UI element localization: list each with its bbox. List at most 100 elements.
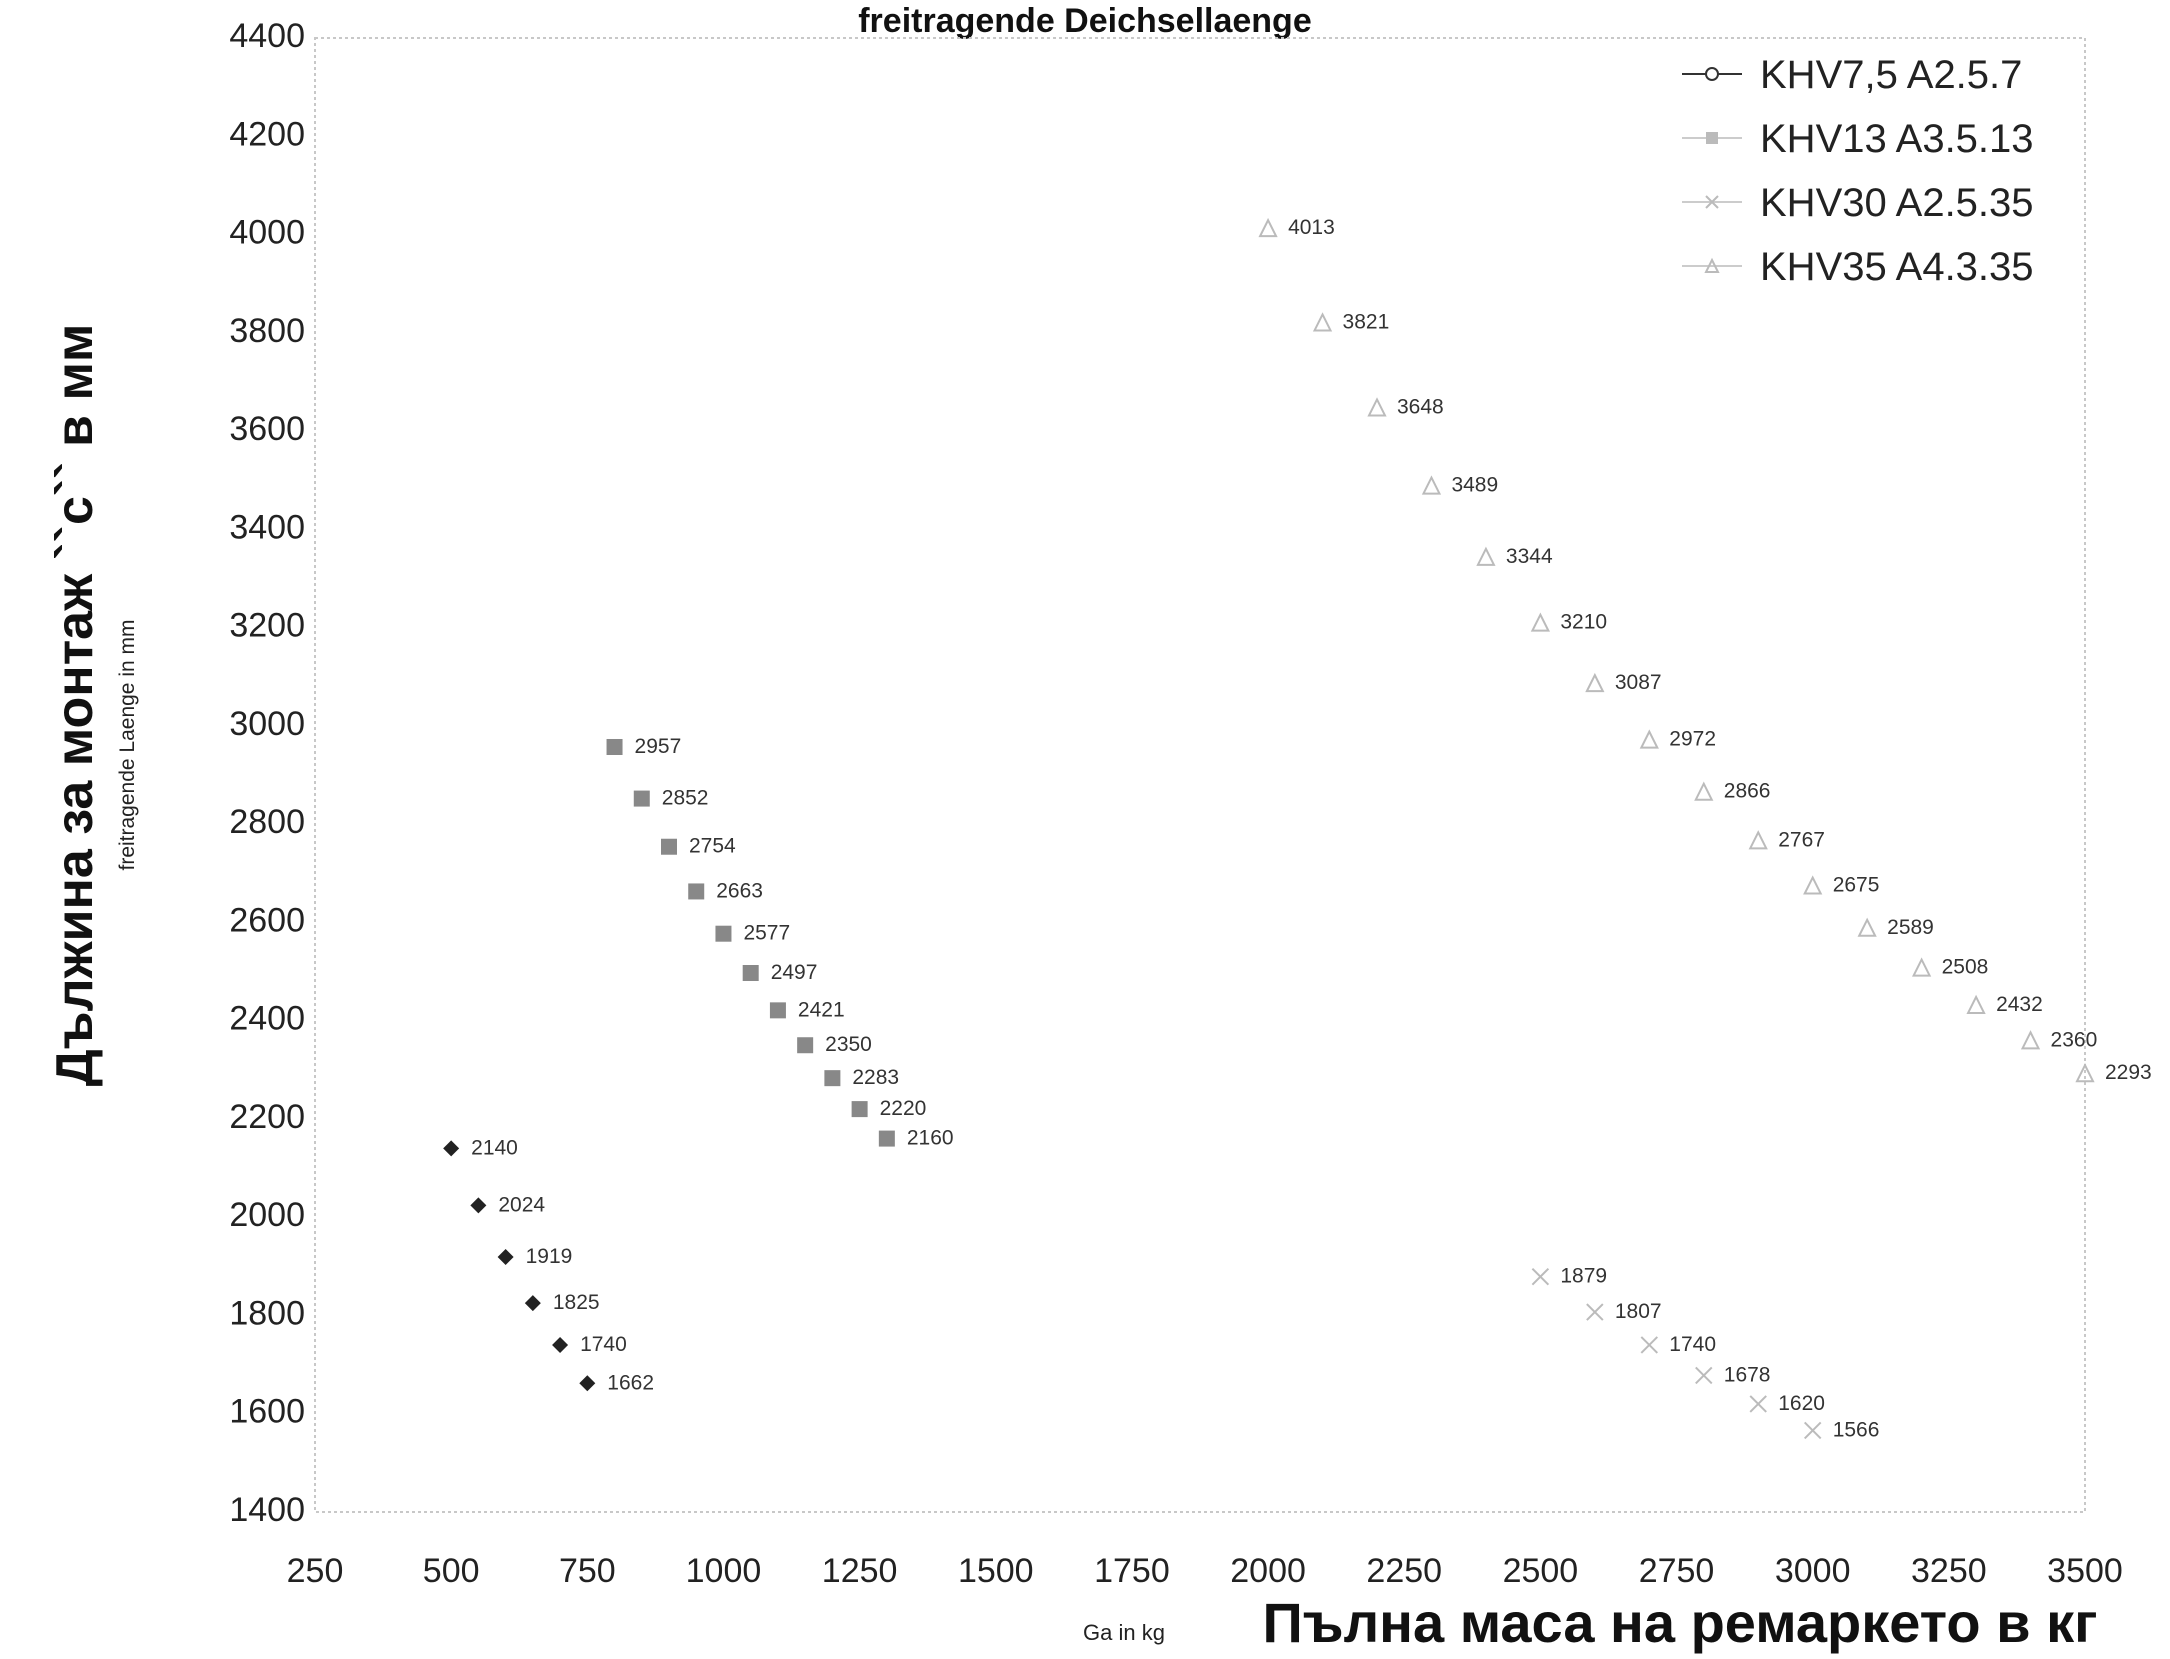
- data-label: 2767: [1778, 828, 1825, 851]
- marker-stroke: [1586, 1303, 1604, 1321]
- data-label: 2140: [471, 1136, 518, 1159]
- data-point: [688, 883, 705, 900]
- y-tick-label: 2800: [229, 803, 305, 841]
- data-label: 2024: [498, 1193, 545, 1216]
- data-label: 2577: [743, 922, 790, 945]
- data-label: 3210: [1560, 611, 1607, 634]
- data-label: 2497: [771, 961, 818, 984]
- data-point: [524, 1295, 541, 1312]
- series-1: 2957 2852 2754 2663 2577 2497 2421 2350 2283 2220…: [606, 735, 954, 1150]
- legend-entry: KHV13 A3.5.13: [1760, 117, 2034, 161]
- y-tick-label: 4400: [229, 17, 305, 55]
- data-label: 2508: [1942, 956, 1989, 979]
- y-axis-label: Дължина за монтаж ``с`` в мм: [46, 324, 104, 1087]
- data-label: 2283: [852, 1066, 899, 1089]
- marker-stroke: [1695, 1366, 1713, 1385]
- legend-marker: [1706, 132, 1718, 144]
- data-point: [1911, 957, 1932, 977]
- y-tick-label: 3600: [229, 410, 305, 448]
- data-label: 1807: [1615, 1300, 1662, 1323]
- plot-frame: [314, 37, 2086, 1513]
- x-axis-sublabel: Ga in kg: [1083, 1620, 1165, 1645]
- x-tick-label: 3500: [2047, 1552, 2123, 1590]
- data-point: [661, 838, 677, 855]
- data-label: 1740: [580, 1333, 627, 1356]
- data-point: [851, 1101, 868, 1118]
- marker-stroke: [1749, 1395, 1767, 1413]
- y-tick-label: 3800: [229, 312, 305, 350]
- x-tick-label: 250: [287, 1552, 344, 1590]
- y-tick-label: 1600: [229, 1393, 305, 1431]
- data-point: [1586, 1303, 1604, 1321]
- y-tick-label: 3000: [229, 705, 305, 743]
- data-point: [1857, 917, 1877, 937]
- data-label: 1662: [607, 1371, 654, 1394]
- x-tick-label: 2500: [1503, 1552, 1579, 1590]
- data-point: [878, 1130, 895, 1147]
- data-point: [497, 1248, 514, 1265]
- data-label: 2293: [2105, 1061, 2152, 1084]
- y-tick-label: 3200: [229, 607, 305, 645]
- data-marks: 2140 2024 1919 1825 1740 1662 2957 2852 2754 2663…: [443, 216, 2152, 1441]
- data-point: [1695, 1366, 1713, 1385]
- data-point: [1258, 217, 1278, 238]
- data-label: 2421: [798, 998, 845, 1021]
- data-label: 3344: [1506, 545, 1553, 568]
- legend-marker: [1705, 67, 1719, 81]
- legend-marker: [1705, 195, 1719, 209]
- data-point: [1749, 1395, 1767, 1413]
- data-point: [1640, 1336, 1659, 1354]
- chart-title: freitragende Deichsellaenge: [858, 2, 1312, 40]
- data-point: [552, 1336, 569, 1353]
- legend: KHV7,5 A2.5.7 KHV13 A3.5.13 KHV30 A2.5.35 K…: [1682, 53, 2034, 289]
- y-tick-label: 4000: [229, 214, 305, 252]
- data-label: 2852: [662, 787, 709, 810]
- data-label: 1620: [1778, 1392, 1825, 1415]
- x-tick-label: 500: [423, 1552, 480, 1590]
- x-tick-label: 1500: [958, 1552, 1034, 1590]
- series-2: 1879 1807 1740 1678 1620 1566: [1531, 1265, 1880, 1441]
- x-tick-label: 1000: [686, 1552, 762, 1590]
- data-label: 4013: [1288, 216, 1335, 239]
- marker-stroke: [1803, 1421, 1822, 1440]
- y-axis-sublabel: freitragende Laenge in mm: [116, 620, 139, 871]
- x-tick-label: 1750: [1094, 1552, 1170, 1590]
- data-label: 1919: [526, 1245, 573, 1268]
- data-label: 2866: [1724, 780, 1771, 803]
- x-tick-label: 750: [559, 1552, 616, 1590]
- data-point: [606, 738, 623, 755]
- data-point: [1639, 729, 1659, 749]
- data-label: 3821: [1343, 310, 1390, 333]
- axes: 1400 1600 1800 2000 2200 2400 2600 2800 3000 3200…: [229, 17, 2122, 1590]
- legend-entry: KHV35 A4.3.35: [1760, 245, 2034, 289]
- y-tick-label: 3400: [229, 508, 305, 546]
- data-label: 2663: [716, 879, 763, 902]
- data-label: 2432: [1996, 993, 2043, 1016]
- data-label: 1566: [1833, 1418, 1880, 1441]
- legend-entry: KHV30 A2.5.35: [1760, 181, 2034, 225]
- data-point: [1748, 830, 1768, 850]
- data-point: [1476, 546, 1496, 566]
- y-tick-label: 2200: [229, 1098, 305, 1136]
- data-label: 3489: [1451, 474, 1498, 497]
- data-label: 1825: [553, 1291, 600, 1314]
- y-tick-label: 2600: [229, 901, 305, 939]
- data-label: 2220: [880, 1097, 927, 1120]
- data-point: [1803, 1421, 1822, 1440]
- data-label: 3087: [1615, 671, 1662, 694]
- legend-entry: KHV7,5 A2.5.7: [1760, 53, 2022, 97]
- data-point: [769, 1002, 786, 1019]
- data-label: 2360: [2051, 1028, 2098, 1051]
- y-tick-label: 2400: [229, 1000, 305, 1038]
- series-3: 4013 3821 3648 3489 3344 3210 3087 2972 2866 2767…: [1258, 216, 2152, 1084]
- data-point: [1312, 312, 1333, 332]
- data-point: [579, 1375, 596, 1392]
- data-point: [1585, 672, 1605, 693]
- series-0: 2140 2024 1919 1825 1740 1662: [443, 1136, 654, 1394]
- data-point: [1531, 1267, 1550, 1286]
- data-label: 1879: [1560, 1265, 1607, 1288]
- x-tick-label: 2250: [1366, 1552, 1442, 1590]
- x-tick-label: 3000: [1775, 1552, 1851, 1590]
- data-point: [1694, 781, 1714, 801]
